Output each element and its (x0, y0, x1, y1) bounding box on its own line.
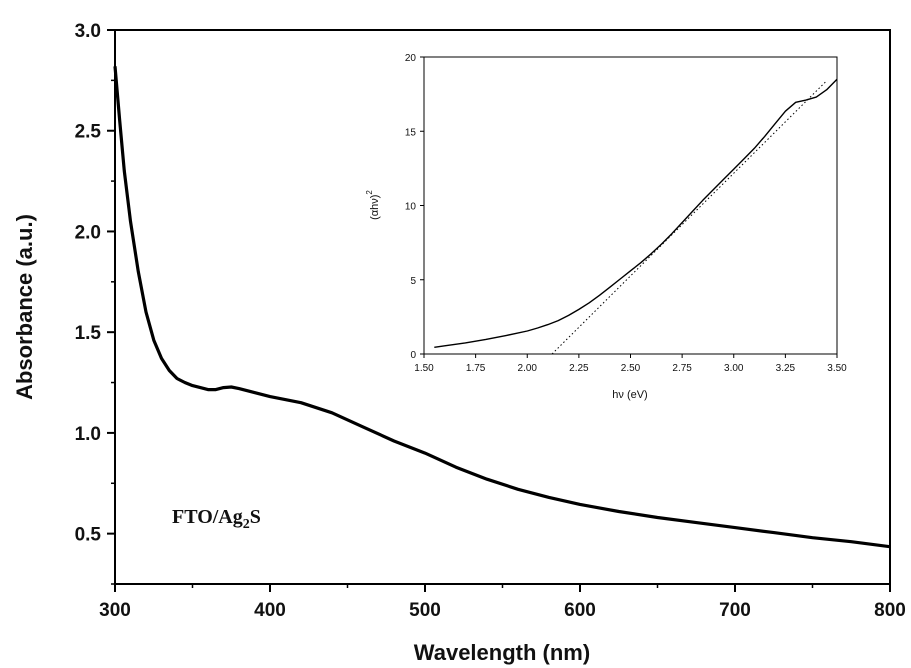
inset-x-tick-label: 1.50 (414, 363, 434, 374)
inset-y-tick-label: 10 (405, 202, 417, 213)
inset-x-axis-title: hν (eV) (612, 389, 647, 401)
inset-x-tick-label: 3.50 (827, 363, 847, 374)
tauc-plot-curve (434, 78, 838, 348)
inset-y-tick-label: 5 (410, 276, 416, 287)
main-y-tick-label: 2.5 (75, 122, 102, 143)
annotation-subscript: 2 (243, 517, 250, 532)
annotation-prefix: FTO/Ag (172, 506, 243, 528)
main-y-tick-label: 1.0 (75, 424, 101, 445)
main-x-tick-label: 800 (874, 600, 906, 621)
inset-plot-frame (423, 56, 838, 355)
annotation-suffix: S (250, 506, 261, 528)
inset-y-tick-label: 15 (405, 127, 417, 138)
main-x-tick-label: 600 (564, 600, 596, 621)
inset-y-axis-sup: 2 (365, 190, 374, 195)
main-y-axis-title: Absorbance (a.u.) (12, 214, 37, 400)
inset-x-tick-label: 2.00 (518, 363, 538, 374)
main-plot-frame (114, 29, 891, 585)
main-y-tick-label: 2.0 (75, 222, 101, 243)
main-x-tick-label: 300 (99, 600, 131, 621)
main-x-tick-label: 400 (254, 600, 286, 621)
main-x-axis-title: Wavelength (nm) (414, 640, 590, 665)
inset-y-axis-title: (αhν)2 (365, 190, 381, 220)
inset-y-tick-label: 20 (405, 53, 417, 64)
inset-x-tick-label: 2.25 (569, 363, 589, 374)
absorbance-series-line (113, 66, 891, 549)
main-x-tick-label: 500 (409, 600, 441, 621)
main-y-tick-label: 3.0 (75, 21, 101, 42)
inset-x-tick-label: 2.75 (672, 363, 692, 374)
inset-y-axis-base: (αhν) (369, 195, 381, 220)
linear-fit-dotted-line (551, 80, 828, 355)
main-x-tick-label: 700 (719, 600, 751, 621)
inset-x-tick-label: 2.50 (621, 363, 641, 374)
inset-x-tick-label: 3.00 (724, 363, 744, 374)
main-y-tick-label: 1.5 (75, 323, 102, 344)
sample-annotation: FTO/Ag2S (172, 506, 261, 532)
main-y-tick-label: 0.5 (75, 525, 102, 546)
inset-y-tick-label: 0 (410, 350, 416, 361)
inset-x-tick-label: 3.25 (776, 363, 796, 374)
inset-x-tick-label: 1.75 (466, 363, 486, 374)
